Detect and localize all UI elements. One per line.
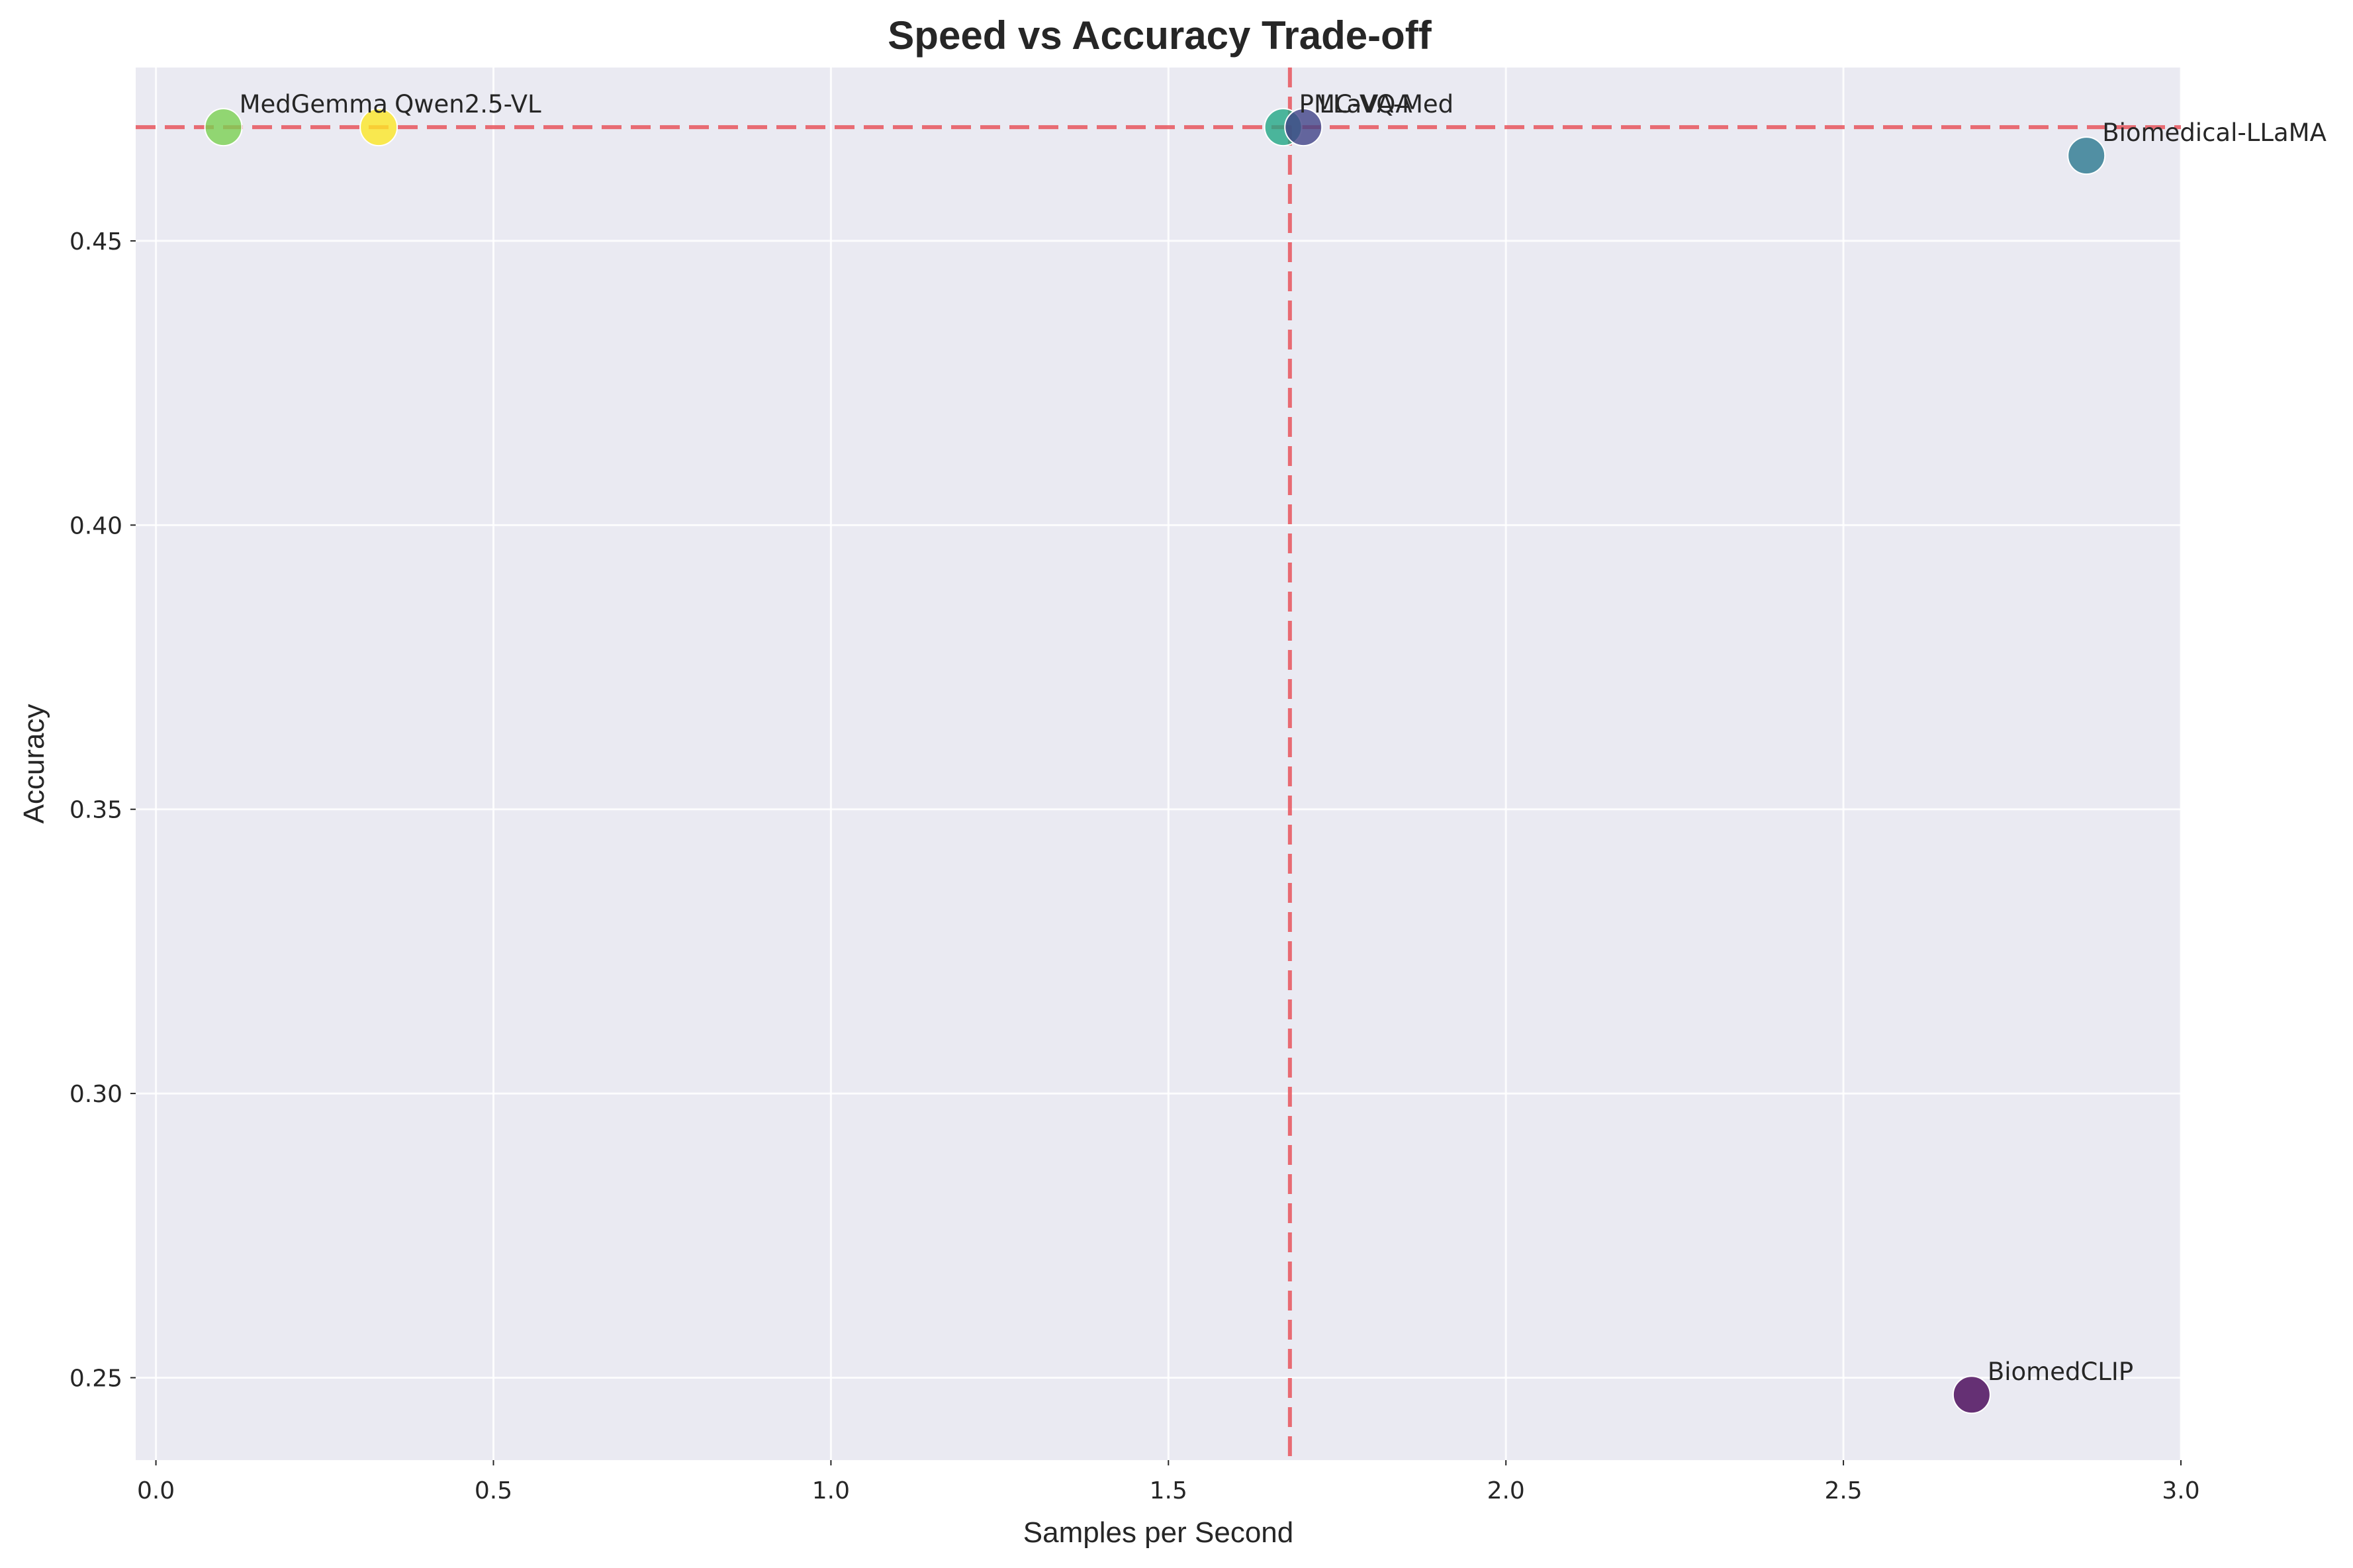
y-tick-label: 0.35	[69, 797, 122, 824]
x-tick-label: 0.0	[137, 1477, 175, 1504]
data-points	[204, 108, 2106, 1414]
x-tick-label: 2.5	[1824, 1477, 1862, 1504]
point-llava-med	[1284, 108, 1323, 147]
y-tick-label: 0.40	[69, 512, 122, 539]
x-axis-label: Samples per Second	[1023, 1516, 1293, 1549]
point-label-llava-med: LLaVA-Med	[1319, 90, 1453, 118]
point-label-biomedical-llama: Biomedical-LLaMA	[2102, 118, 2327, 147]
y-tick-label: 0.25	[69, 1365, 122, 1392]
plot-area	[136, 68, 2181, 1460]
grid-lines	[136, 68, 2182, 1460]
point-label-biomedclip: BiomedCLIP	[1988, 1358, 2133, 1386]
x-tick-label: 3.0	[2162, 1477, 2199, 1504]
reference-lines	[136, 68, 2181, 1460]
y-axis-ticks: 0.25 0.30 0.35 0.40 0.45	[69, 228, 136, 1392]
point-biomedclip	[1952, 1375, 1991, 1414]
x-tick-label: 0.5	[475, 1477, 512, 1504]
x-tick-label: 1.5	[1150, 1477, 1187, 1504]
y-tick-label: 0.45	[69, 228, 122, 255]
y-axis-label: Accuracy	[18, 704, 50, 824]
point-label-pmc-vqa: PMC-VQA	[1299, 90, 1412, 118]
x-tick-label: 2.0	[1487, 1477, 1525, 1504]
point-biomedical-llama	[2067, 136, 2106, 175]
point-label-qwen2-5-vl: Qwen2.5-VL	[394, 90, 541, 118]
x-tick-label: 1.0	[812, 1477, 850, 1504]
point-qwen2-5-vl	[359, 108, 398, 147]
chart-title: Speed vs Accuracy Trade-off	[888, 13, 1432, 58]
y-tick-label: 0.30	[69, 1081, 122, 1108]
point-label-medgemma: MedGemma	[240, 90, 388, 118]
x-axis-ticks: 0.0 0.5 1.0 1.5 2.0 2.5 3.0	[137, 1460, 2200, 1504]
point-medgemma	[204, 108, 243, 147]
